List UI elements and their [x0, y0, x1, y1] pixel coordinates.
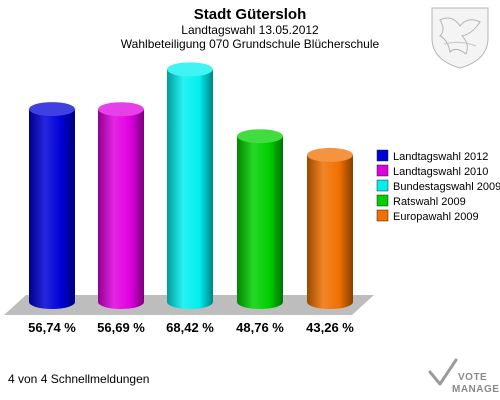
chart-subtitle-date: Landtagswahl 13.05.2012 [181, 23, 319, 37]
value-labels-layer: 56,74 % 56,69 % 68,42 % 48,76 % 43,26 % [28, 320, 354, 335]
legend-swatch-2 [376, 164, 389, 177]
legend-swatch-3 [376, 179, 389, 192]
coat-of-arms-icon [431, 7, 489, 69]
legend-label-2: Landtagswahl 2010 [393, 166, 488, 178]
chart-subtitle-district: Wahlbeteiligung 070 Grundschule Blüchers… [121, 37, 380, 51]
legend-swatch-1 [376, 149, 389, 162]
bar-3 [167, 62, 213, 309]
legend-label-3: Bundestagswahl 2009 [393, 181, 500, 193]
value-label-1: 56,74 % [28, 320, 76, 335]
logo-text-manager: MANAGER [452, 384, 500, 395]
bar-2 [98, 102, 144, 309]
legend-swatch-5 [376, 209, 389, 222]
bars-layer [29, 62, 353, 309]
legend: Landtagswahl 2012 Landtagswahl 2010 Bundes… [376, 149, 500, 223]
value-label-2: 56,69 % [97, 320, 145, 335]
chart-title: Stadt Gütersloh [194, 6, 307, 23]
vote-manager-logo: VOTE MANAGER [428, 358, 500, 395]
legend-label-4: Ratswahl 2009 [393, 196, 466, 208]
legend-label-5: Europawahl 2009 [393, 211, 479, 223]
footer-text: 4 von 4 Schnellmeldungen [8, 372, 149, 386]
ballot-check-icon [428, 358, 458, 386]
value-label-3: 68,42 % [166, 320, 214, 335]
value-label-5: 43,26 % [306, 320, 354, 335]
logo-text-vote: VOTE [458, 372, 487, 383]
legend-label-1: Landtagswahl 2012 [393, 151, 488, 163]
value-label-4: 48,76 % [236, 320, 284, 335]
bar-4 [237, 129, 283, 309]
bar-1 [29, 102, 75, 309]
bar-5 [307, 147, 353, 309]
legend-swatch-4 [376, 194, 389, 207]
